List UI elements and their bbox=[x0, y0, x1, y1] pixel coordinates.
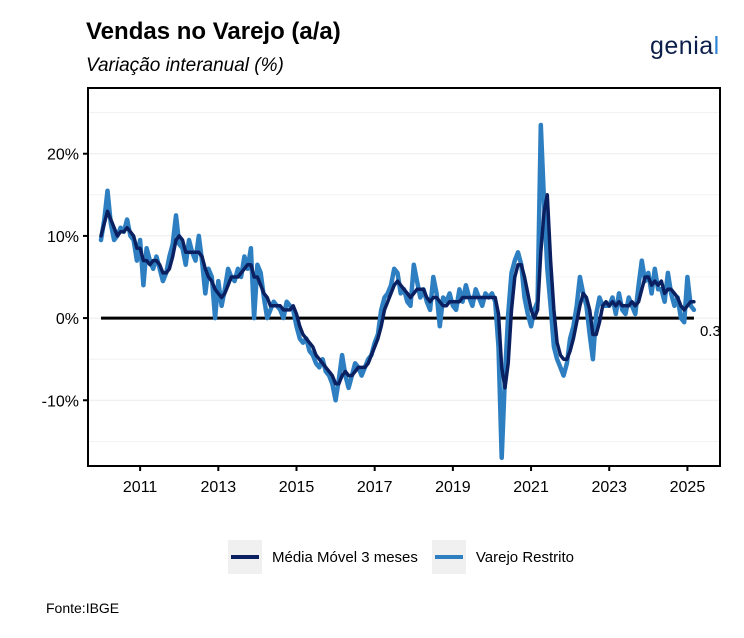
line-chart: 0.3 -10% 0% 10% 20% 2011 2013 2015 2017 2019 2021… bbox=[42, 87, 721, 496]
x-tick-label: 2025 bbox=[670, 479, 706, 496]
grid-lines bbox=[88, 112, 720, 442]
x-tick-label: 2021 bbox=[513, 479, 549, 496]
y-tick-label: -10% bbox=[42, 393, 79, 410]
legend-swatch-media-movel bbox=[228, 540, 262, 574]
series-lines: 0.3 bbox=[98, 122, 721, 461]
legend-label-media-movel: Média Móvel 3 meses bbox=[272, 548, 418, 566]
legend-item-varejo: Varejo Restrito bbox=[431, 540, 574, 574]
x-tick-label: 2011 bbox=[123, 479, 158, 496]
series-line-media-movel bbox=[99, 193, 696, 390]
logo-text: genia bbox=[650, 32, 714, 60]
x-tick-label: 2015 bbox=[279, 479, 315, 496]
x-tick-label: 2019 bbox=[435, 479, 471, 496]
end-value-label: 0.3 bbox=[700, 323, 721, 340]
y-tick-label: 10% bbox=[47, 229, 79, 246]
legend-label-varejo: Varejo Restrito bbox=[475, 548, 574, 566]
logo-text-end: l bbox=[713, 32, 720, 60]
x-tick-label: 2017 bbox=[357, 479, 393, 496]
legend-swatch-varejo bbox=[431, 540, 466, 574]
chart-title: Vendas no Varejo (a/a) bbox=[86, 18, 341, 45]
plot-frame bbox=[87, 87, 721, 467]
chart-subtitle: Variação interanual (%) bbox=[86, 55, 284, 76]
y-tick-label: 20% bbox=[47, 147, 79, 164]
legend-item-media-movel: Média Móvel 3 meses bbox=[228, 540, 418, 574]
legend: Média Móvel 3 meses Varejo Restrito bbox=[228, 540, 574, 574]
source-note: Fonte:IBGE bbox=[46, 600, 120, 616]
x-tick-label: 2023 bbox=[591, 479, 627, 496]
axes: -10% 0% 10% 20% 2011 2013 2015 2017 2019 2021 2023… bbox=[42, 147, 706, 496]
genial-logo: genial bbox=[650, 32, 720, 61]
x-tick-label: 2013 bbox=[201, 479, 237, 496]
y-tick-label: 0% bbox=[56, 311, 79, 328]
series-line-varejo-restrito bbox=[98, 122, 697, 461]
